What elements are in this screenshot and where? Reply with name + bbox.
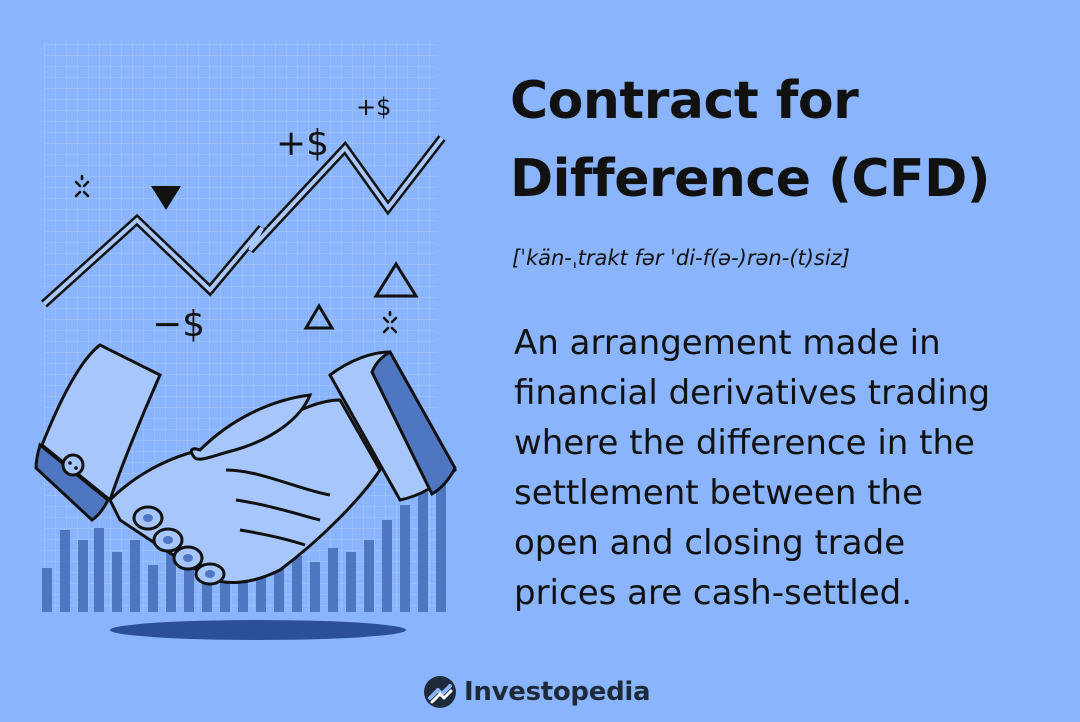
definition-line: open and closing trade bbox=[514, 523, 906, 563]
brand-name: Investopedia bbox=[464, 677, 651, 707]
definition-line: settlement between the bbox=[514, 473, 924, 513]
pronunciation: [ˈkän-ˌtrakt fər ˈdi-f(ə-)rən-(t)siz] bbox=[512, 246, 850, 270]
bar-chart bbox=[42, 478, 446, 612]
cufflink-icon bbox=[61, 453, 85, 477]
down-triangle-icon bbox=[151, 186, 181, 210]
up-triangle-small-icon bbox=[303, 303, 335, 330]
right-sleeve bbox=[328, 349, 457, 502]
title-line-2: Difference (CFD) bbox=[510, 149, 991, 209]
title-line-1: Contract for bbox=[510, 71, 859, 131]
page-title: Contract for Difference (CFD) bbox=[510, 62, 1050, 218]
up-triangle-large-icon bbox=[373, 261, 419, 298]
shadow bbox=[110, 620, 406, 640]
plus-dollar-small-label: +$ bbox=[356, 93, 391, 121]
definition-line: An arrangement made in bbox=[514, 323, 941, 363]
minus-dollar-label: −$ bbox=[152, 304, 205, 345]
definition-line: where the difference in the bbox=[514, 423, 975, 463]
brand-logo: Investopedia bbox=[424, 674, 651, 710]
definition-line: prices are cash-settled. bbox=[514, 573, 913, 613]
definition-text: An arrangement made in financial derivat… bbox=[514, 318, 1044, 618]
handshake-chart-illustration: +$ +$ −$ bbox=[34, 42, 457, 640]
left-sleeve bbox=[34, 343, 162, 522]
sparkle-icon bbox=[74, 174, 90, 198]
handshake-hands bbox=[108, 393, 382, 586]
plus-dollar-large-label: +$ bbox=[276, 123, 329, 164]
definition-line: financial derivatives trading bbox=[514, 373, 991, 413]
sparkle-icon bbox=[382, 310, 398, 334]
investopedia-logo-icon bbox=[424, 676, 456, 708]
